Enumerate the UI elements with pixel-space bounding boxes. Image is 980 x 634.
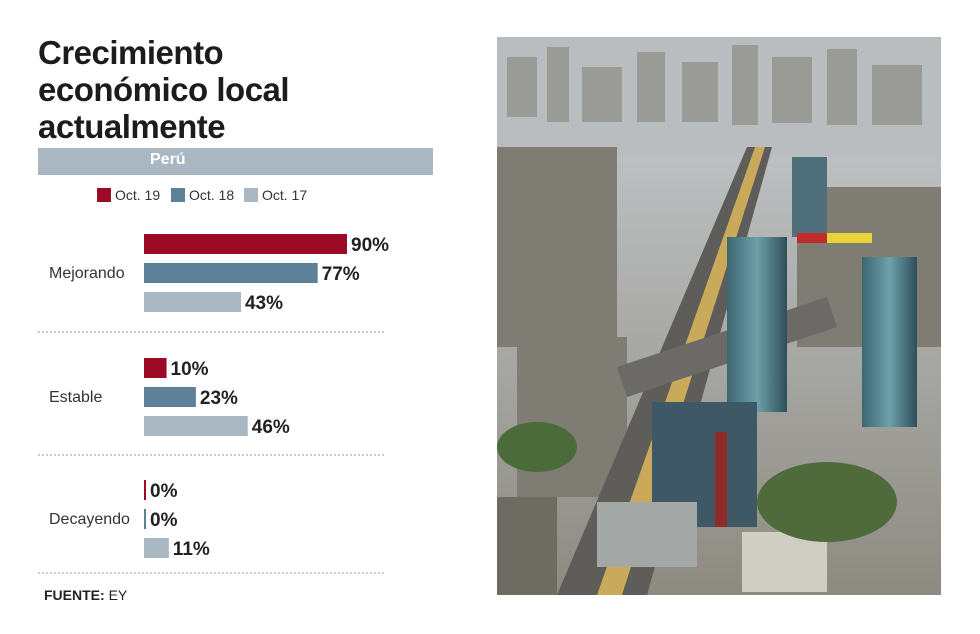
bar-chart: Mejorando 90% 77% 43% Estable 10% 23% 46% Decaye… [38, 234, 389, 574]
title-line-1: Crecimiento [38, 34, 224, 71]
legend-swatch-oct18 [171, 188, 185, 202]
country-header-bar: Perú [38, 148, 433, 175]
legend-swatch-oct17 [244, 188, 258, 202]
legend-label-oct17: Oct. 17 [262, 187, 308, 203]
bar-value-label: 0% [150, 481, 178, 502]
chart-title: Crecimiento económico local actualmente [38, 34, 438, 145]
legend-label-oct19: Oct. 19 [115, 187, 161, 203]
bar [144, 358, 167, 378]
country-label: Perú [150, 151, 186, 168]
bar [144, 263, 318, 283]
title-line-3: actualmente [38, 108, 226, 145]
bar-value-label: 43% [245, 293, 283, 314]
legend-item-oct18: Oct. 18 [171, 187, 234, 203]
bar [144, 538, 169, 558]
title-line-2: económico local [38, 71, 290, 108]
bar [144, 292, 241, 312]
source-value: EY [108, 587, 128, 603]
bar [144, 416, 248, 436]
city-photo [497, 37, 941, 595]
city-photo-illustration [497, 37, 941, 595]
bar-value-label: 11% [173, 539, 210, 560]
bar [144, 509, 146, 529]
bar-value-label: 10% [171, 359, 209, 380]
source-label: FUENTE: [44, 587, 105, 603]
source-footer: FUENTE: EY [44, 587, 127, 603]
bar-value-label: 90% [351, 235, 389, 256]
category-label: Decayendo [49, 511, 130, 528]
category-label: Mejorando [49, 265, 125, 282]
category-label: Estable [49, 389, 102, 406]
bar-value-label: 77% [322, 264, 360, 285]
bar-value-label: 46% [252, 417, 290, 438]
bar [144, 387, 196, 407]
legend-item-oct17: Oct. 17 [244, 187, 307, 203]
legend-item-oct19: Oct. 19 [97, 187, 160, 203]
legend-label-oct18: Oct. 18 [189, 187, 235, 203]
bar [144, 480, 146, 500]
bar [144, 234, 347, 254]
bar-value-label: 23% [200, 388, 238, 409]
legend-swatch-oct19 [97, 188, 111, 202]
bar-value-label: 0% [150, 510, 178, 531]
